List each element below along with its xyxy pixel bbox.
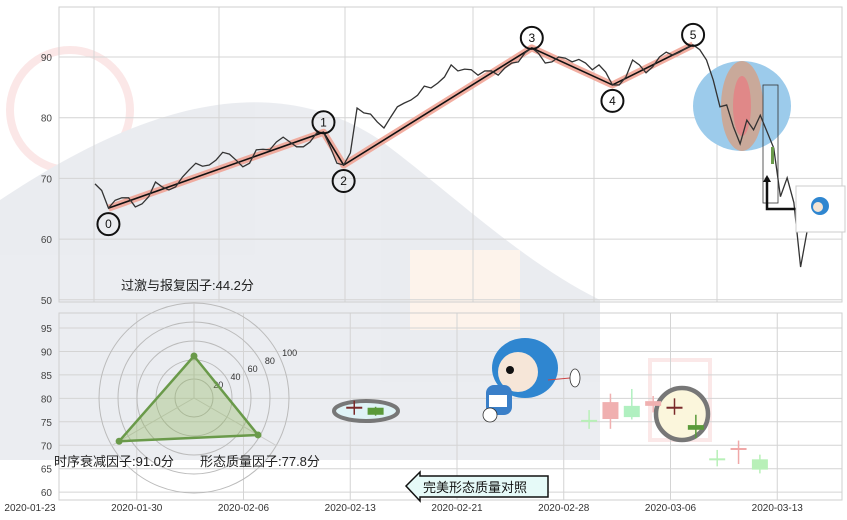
radar-factor-label: 形态质量因子:77.8分: [200, 454, 320, 469]
y-tick-label: 85: [41, 371, 53, 382]
annotation-text: 完美形态质量对照: [423, 480, 527, 495]
radar-axis: [111, 397, 195, 446]
radar-vertex: [115, 437, 123, 445]
x-tick-label: 2020-02-21: [431, 503, 483, 514]
y-tick-label: 50: [41, 296, 53, 307]
y-tick-label: 95: [41, 324, 53, 335]
wave-point-circle: [331, 169, 356, 194]
radar-tick-label: 40: [230, 372, 240, 382]
y-tick-label: 70: [41, 174, 53, 185]
price-panel-grid: [59, 7, 842, 302]
radar-vertex: [190, 352, 198, 360]
candle-body: [751, 459, 768, 470]
wave-point-circle: [681, 22, 706, 47]
radar-area: [116, 354, 261, 443]
y-tick-label: 90: [41, 347, 53, 358]
x-tick-label: 2020-02-13: [325, 503, 377, 514]
radar-factor-label: 时序衰减因子:91.0分: [54, 454, 174, 469]
candle-body: [666, 406, 683, 409]
y-tick-label: 75: [41, 418, 53, 429]
candle-body: [367, 407, 384, 415]
y-tick-label: 70: [41, 441, 53, 452]
radar-axis: [193, 397, 277, 446]
arrow-head-icon: [763, 175, 771, 182]
wave-line: [108, 44, 694, 209]
candle-body: [687, 425, 704, 430]
perfect-pattern-comparison-label: 完美形态质量对照: [404, 470, 549, 503]
radar-tick-label: 100: [282, 348, 297, 358]
y-tick-label: 80: [41, 114, 53, 125]
mascot-thumbnail: [795, 185, 846, 233]
wave-point-label: 4: [609, 94, 616, 108]
x-tick-label: 2020-03-13: [752, 503, 804, 514]
radar-tick-label: 60: [248, 364, 258, 374]
mascot-illustration: [482, 338, 581, 423]
wave-point-circle: [519, 25, 544, 50]
candle-body: [581, 419, 598, 422]
reference-pattern-highlight: [332, 399, 400, 423]
y-tick-label: 80: [41, 394, 53, 405]
wave-point-circle: [311, 110, 336, 135]
recent-candles-box: [762, 84, 779, 204]
radar-factor-label: 过激与报复因子:44.2分: [121, 278, 254, 293]
wave-point-circle: [600, 88, 625, 113]
x-tick-label: 2020-01-23: [4, 503, 56, 514]
price-y-axis: 50 60 70 80 90: [41, 53, 53, 307]
candlesticks: [346, 388, 768, 474]
wave-point-markers: 0 1 2 3 4 5: [96, 22, 706, 237]
y-tick-label: 60: [41, 235, 53, 246]
y-tick-label: 65: [41, 465, 53, 476]
pattern-y-axis: 60 65 70 75 80 85 90 95: [41, 324, 53, 499]
wave-point-label: 0: [105, 217, 112, 231]
mini-candle: [771, 147, 774, 164]
y-tick-label: 60: [41, 488, 53, 499]
candle-body: [730, 448, 747, 451]
pattern-panel-frame: [58, 312, 843, 501]
wave-point-circle: [96, 212, 121, 237]
candle-body: [645, 401, 662, 406]
x-tick-label: 2020-03-06: [645, 503, 697, 514]
candle-body: [709, 458, 726, 461]
x-tick-label: 2020-02-28: [538, 503, 590, 514]
y-tick-label: 90: [41, 53, 53, 64]
highlight-inner: [733, 76, 751, 136]
candle-body: [602, 402, 619, 419]
candle-body: [623, 405, 640, 418]
x-tick-label: 2020-01-30: [111, 503, 163, 514]
wave-point-label: 2: [340, 174, 347, 188]
wave-point-label: 3: [528, 31, 535, 45]
price-panel-frame: [58, 6, 843, 303]
current-pattern-highlight: [653, 385, 711, 443]
candle-body: [346, 406, 363, 409]
radar-tick-label: 80: [265, 356, 275, 366]
price-line: [94, 44, 808, 268]
factor-radar-chart: 20406080100过激与报复因子:44.2分时序衰减因子:91.0分形态质量…: [54, 278, 320, 494]
date-x-axis: 2020-01-23 2020-01-30 2020-02-06 2020-02-13…: [4, 503, 803, 514]
x-tick-label: 2020-02-06: [218, 503, 270, 514]
wave-point-label: 5: [690, 28, 697, 42]
arrow-left-icon: [404, 470, 549, 503]
radar-vertex: [254, 431, 262, 439]
wave-point-label: 1: [320, 115, 327, 129]
